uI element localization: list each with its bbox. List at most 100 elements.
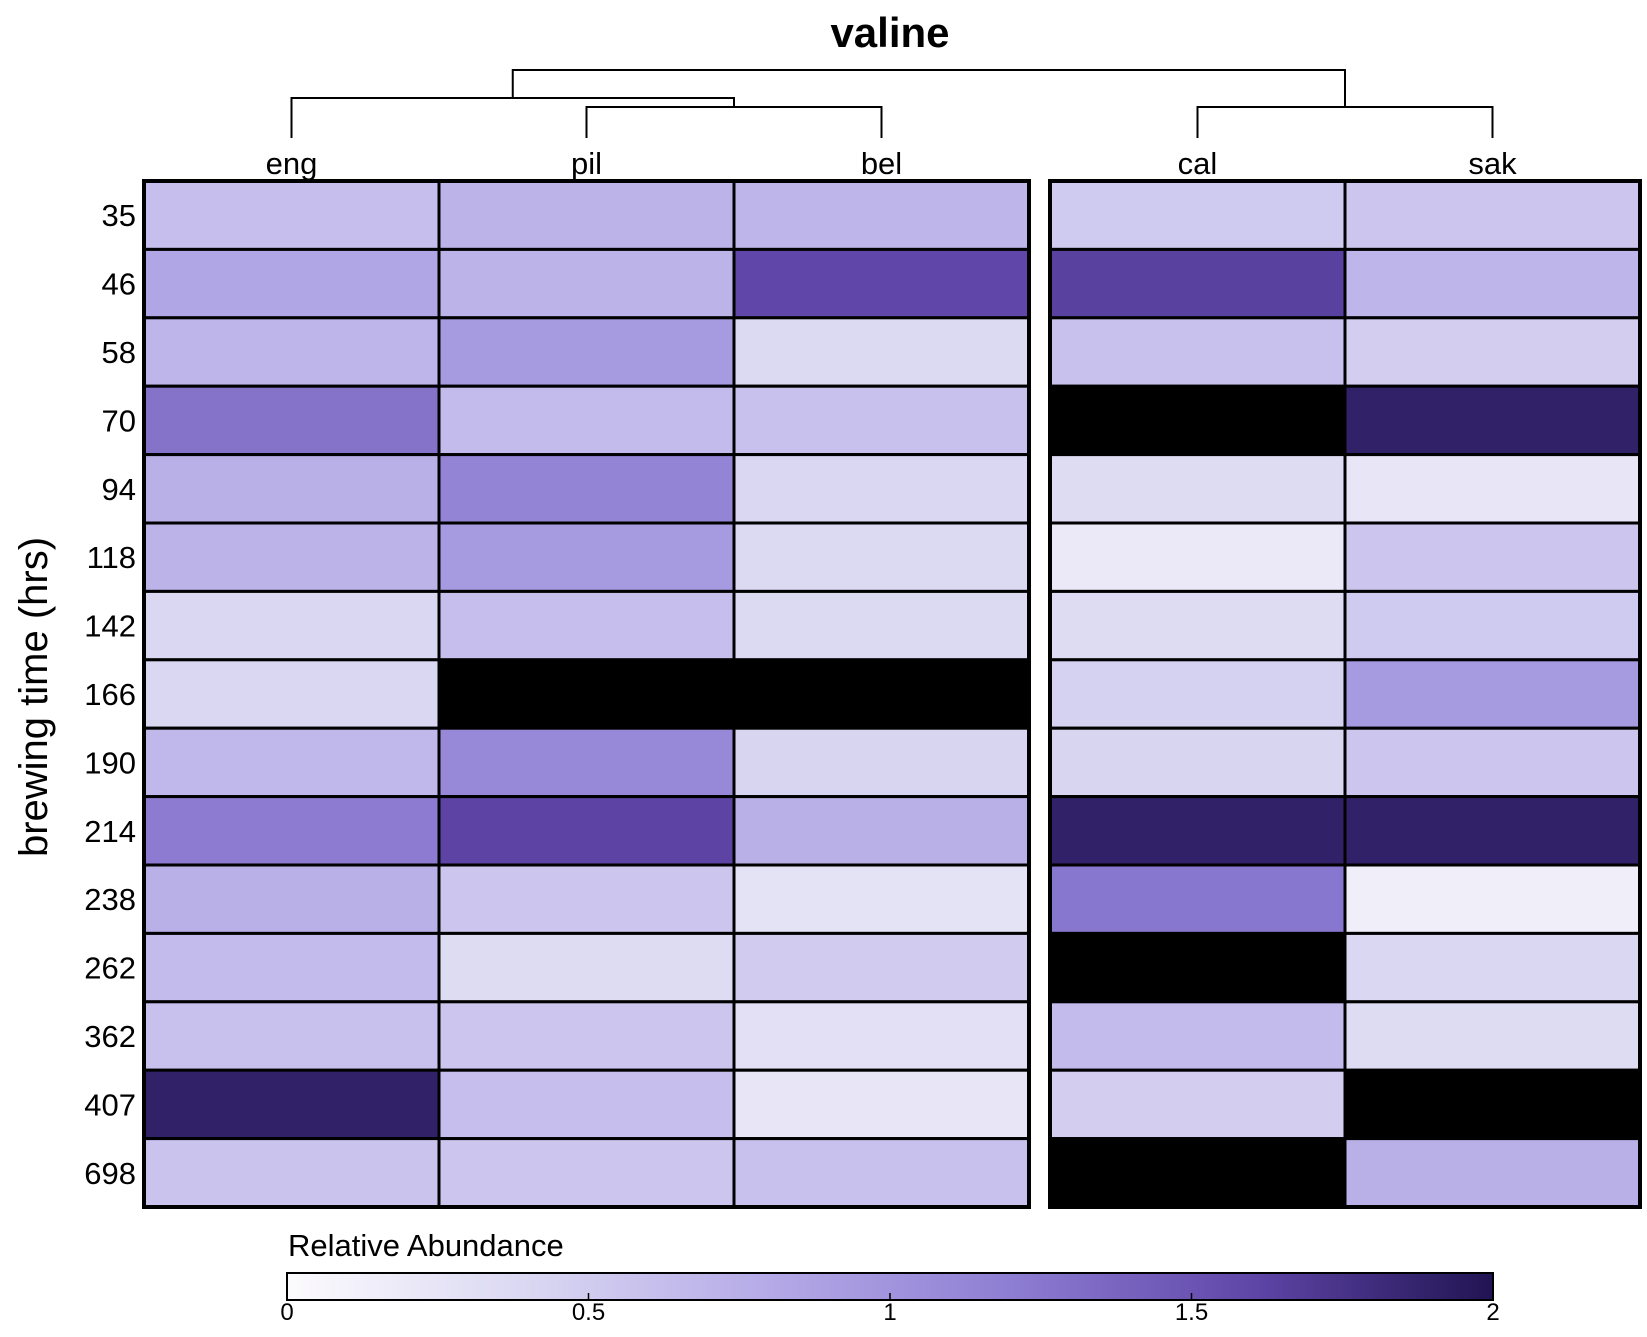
- legend-tick-label: 1: [883, 1299, 896, 1326]
- legend-tick-label: 2: [1486, 1299, 1499, 1326]
- heatmap-cell-262-bel: [732, 931, 1031, 1004]
- heatmap-cell-58-bel: [732, 316, 1031, 388]
- heatmap-cell-70-eng: [142, 384, 441, 457]
- row-label-190: 190: [84, 745, 136, 780]
- heatmap-cell-238-bel: [732, 863, 1031, 935]
- heatmap-cell-94-bel: [732, 453, 1031, 525]
- heatmap-cell-214-bel: [732, 795, 1031, 867]
- heatmap-cell-142-sak: [1343, 589, 1642, 662]
- heatmap-cell-238-pil: [437, 863, 736, 935]
- heatmap-cell-94-sak: [1343, 453, 1642, 525]
- heatmap-cell-698-eng: [142, 1137, 441, 1209]
- heatmap-cell-190-bel: [732, 726, 1031, 799]
- heatmap-cell-362-bel: [732, 1000, 1031, 1072]
- row-label-214: 214: [84, 814, 136, 849]
- heatmap-cell-118-cal: [1048, 521, 1347, 593]
- dendrogram-branch: [1196, 106, 1494, 138]
- row-label-407: 407: [84, 1087, 136, 1122]
- heatmap-cells: [142, 179, 1642, 1209]
- heatmap-cell-262-cal: [1048, 931, 1347, 1004]
- row-label-35: 35: [102, 198, 136, 233]
- column-label-pil: pil: [571, 146, 602, 181]
- heatmap-cell-70-pil: [437, 384, 736, 457]
- column-labels: eng pil bel cal sak: [266, 146, 1517, 181]
- heatmap-cell-142-bel: [732, 589, 1031, 662]
- heatmap-cell-698-bel: [732, 1137, 1031, 1209]
- row-label-698: 698: [84, 1156, 136, 1191]
- heatmap-cell-238-eng: [142, 863, 441, 935]
- legend-title: Relative Abundance: [288, 1228, 564, 1263]
- heatmap-cell-407-cal: [1048, 1068, 1347, 1141]
- heatmap-cell-46-cal: [1048, 247, 1347, 320]
- heatmap-cell-35-pil: [437, 179, 736, 251]
- dendrogram-branch: [290, 97, 735, 138]
- heatmap-cell-262-eng: [142, 931, 441, 1004]
- chart-title: valine: [830, 9, 949, 56]
- heatmap-cell-35-bel: [732, 179, 1031, 251]
- heatmap-cell-190-eng: [142, 726, 441, 799]
- heatmap-cell-70-bel: [732, 384, 1031, 457]
- column-label-eng: eng: [266, 146, 318, 181]
- heatmap-cell-94-pil: [437, 453, 736, 525]
- heatmap-cell-362-cal: [1048, 1000, 1347, 1072]
- legend-tick-label: 0.5: [572, 1299, 605, 1326]
- heatmap-cell-407-sak: [1343, 1068, 1642, 1141]
- heatmap-cell-190-pil: [437, 726, 736, 799]
- heatmap-cell-362-eng: [142, 1000, 441, 1072]
- heatmap-cell-190-sak: [1343, 726, 1642, 799]
- heatmap-cell-142-eng: [142, 589, 441, 662]
- column-label-cal: cal: [1178, 146, 1218, 181]
- row-label-238: 238: [84, 882, 136, 917]
- heatmap-cell-362-pil: [437, 1000, 736, 1072]
- color-legend: 0 0.5 1 1.5 2: [280, 1272, 1500, 1326]
- heatmap-cell-58-pil: [437, 316, 736, 388]
- heatmap-cell-238-cal: [1048, 863, 1347, 935]
- heatmap-cell-46-eng: [142, 247, 441, 320]
- heatmap-block-outline-2: [1048, 179, 1642, 1209]
- heatmap-cell-94-eng: [142, 453, 441, 525]
- heatmap-cell-35-sak: [1343, 179, 1642, 251]
- heatmap-cell-214-eng: [142, 795, 441, 867]
- legend-tick-label: 1.5: [1175, 1299, 1208, 1326]
- row-label-262: 262: [84, 951, 136, 986]
- heatmap-cell-166-sak: [1343, 658, 1642, 730]
- column-dendrogram: [290, 69, 1494, 138]
- row-label-94: 94: [102, 472, 136, 507]
- heatmap-cell-94-cal: [1048, 453, 1347, 525]
- y-axis-label: brewing time (hrs): [12, 537, 56, 857]
- heatmap-cell-118-pil: [437, 521, 736, 593]
- heatmap-cell-35-eng: [142, 179, 441, 251]
- row-label-362: 362: [84, 1019, 136, 1054]
- heatmap-cell-166-eng: [142, 658, 441, 730]
- heatmap-cell-238-sak: [1343, 863, 1642, 935]
- heatmap-cell-70-cal: [1048, 384, 1347, 457]
- heatmap-cell-362-sak: [1343, 1000, 1642, 1072]
- heatmap-cell-262-pil: [437, 931, 736, 1004]
- heatmap-cell-46-bel: [732, 247, 1031, 320]
- heatmap-cell-407-bel: [732, 1068, 1031, 1141]
- dendrogram-branch: [585, 106, 883, 138]
- heatmap-cell-214-cal: [1048, 795, 1347, 867]
- row-labels: 35 46 58 70 94 118 142 166 190 214 238 262 362 407 698: [84, 198, 136, 1191]
- heatmap-cell-46-pil: [437, 247, 736, 320]
- heatmap-cell-262-sak: [1343, 931, 1642, 1004]
- heatmap-cell-214-pil: [437, 795, 736, 867]
- row-label-166: 166: [84, 677, 136, 712]
- heatmap-cell-166-cal: [1048, 658, 1347, 730]
- heatmap-cell-214-sak: [1343, 795, 1642, 867]
- row-label-118: 118: [87, 540, 136, 575]
- heatmap-cell-58-eng: [142, 316, 441, 388]
- heatmap-cell-35-cal: [1048, 179, 1347, 251]
- heatmap-cell-58-cal: [1048, 316, 1347, 388]
- heatmap-cell-118-sak: [1343, 521, 1642, 593]
- dendrogram-root: [511, 69, 1346, 107]
- heatmap-cell-190-cal: [1048, 726, 1347, 799]
- heatmap-cell-142-pil: [437, 589, 736, 662]
- heatmap-cell-58-sak: [1343, 316, 1642, 388]
- heatmap-block-outline-1: [142, 179, 1031, 1209]
- heatmap-cell-118-eng: [142, 521, 441, 593]
- heatmap-cell-70-sak: [1343, 384, 1642, 457]
- legend-tick-label: 0: [280, 1299, 293, 1326]
- column-label-sak: sak: [1468, 146, 1517, 181]
